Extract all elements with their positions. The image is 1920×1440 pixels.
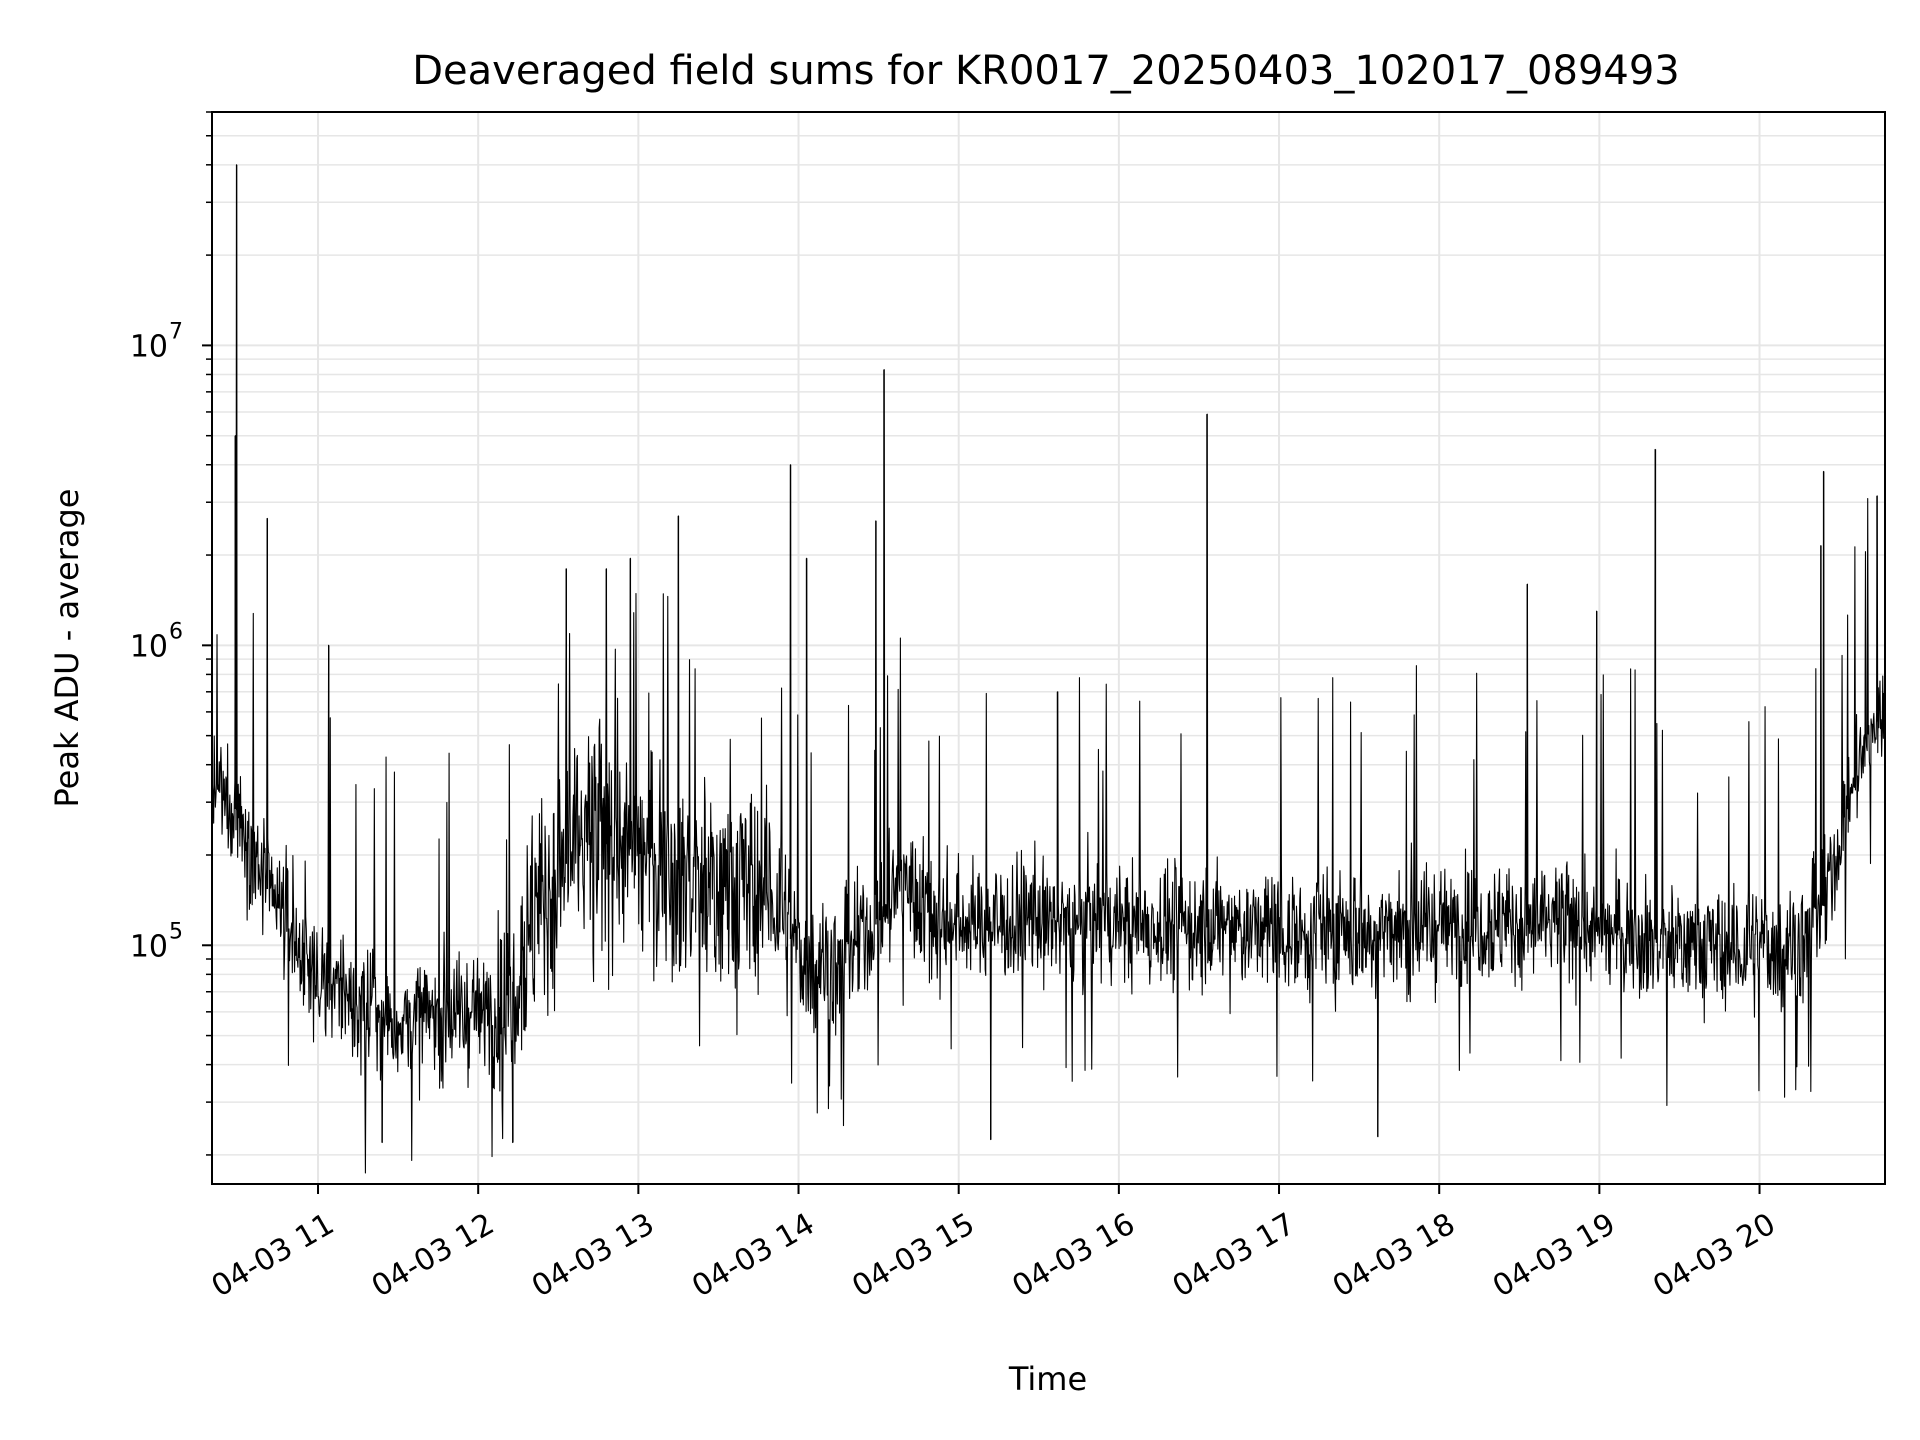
y-tick-label: 10	[130, 629, 168, 664]
y-tick-exponent: 7	[169, 319, 183, 344]
y-tick-label: 10	[130, 329, 168, 364]
plot-area	[211, 111, 1886, 1185]
x-axis-title: Time	[1008, 1360, 1087, 1398]
series-path	[211, 164, 1886, 1174]
chart-title: Deaveraged field sums for KR0017_2025040…	[412, 48, 1680, 94]
grid-major	[212, 112, 1885, 1184]
y-tick-exponent: 5	[169, 919, 183, 944]
plot-frame	[211, 111, 1886, 1185]
y-tick-label: 10	[130, 929, 168, 964]
y-axis-title: Peak ADU - average	[48, 489, 86, 808]
series-line	[211, 164, 1886, 1174]
y-tick-exponent: 6	[169, 619, 183, 644]
